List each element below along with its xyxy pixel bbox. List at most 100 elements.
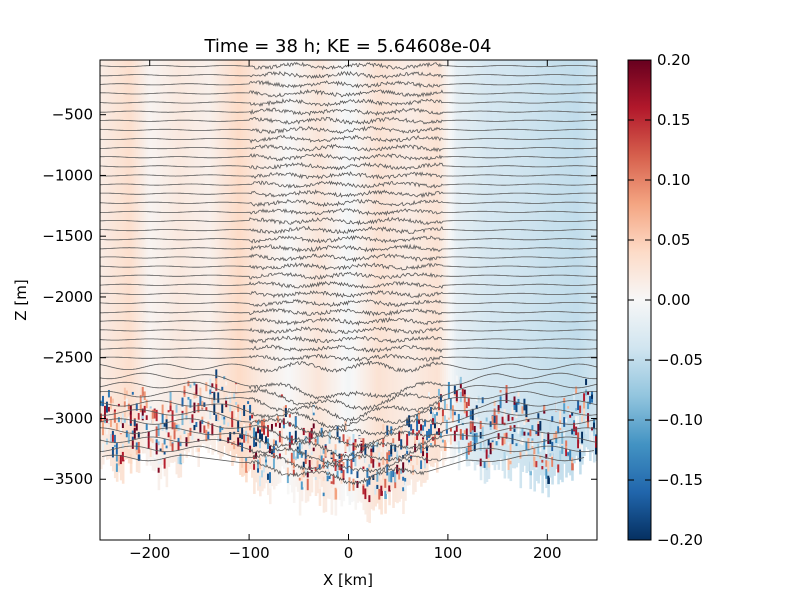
field-cell <box>215 369 218 381</box>
field-column <box>109 60 113 467</box>
field-cell <box>159 455 163 465</box>
field-cell <box>314 438 318 442</box>
field-cell <box>115 463 119 472</box>
field-cell <box>439 401 443 407</box>
field-cell <box>290 452 294 463</box>
field-cell <box>390 470 393 483</box>
field-cell <box>249 404 252 414</box>
field-cell <box>495 423 499 431</box>
field-cell <box>356 480 360 488</box>
field-cell <box>416 420 419 432</box>
field-cell <box>241 408 244 414</box>
field-column <box>105 60 109 460</box>
field-column <box>447 60 451 442</box>
field-cell <box>457 441 461 453</box>
field-cell <box>237 404 240 412</box>
field-cell <box>109 434 113 443</box>
field-cell <box>173 422 177 431</box>
field-column <box>408 60 411 486</box>
field-cell <box>374 440 377 453</box>
field-cell <box>511 407 515 415</box>
field-cell <box>595 442 597 455</box>
field-cell <box>217 435 220 442</box>
field-column <box>157 60 161 491</box>
field-cell <box>563 403 566 414</box>
field-cell <box>324 447 328 457</box>
field-cell <box>501 437 505 446</box>
field-cell <box>457 428 461 433</box>
field-cell <box>453 411 457 416</box>
field-column <box>203 60 206 445</box>
field-cell <box>261 470 264 478</box>
contour-line <box>100 344 597 353</box>
field-cell <box>263 418 266 428</box>
field-column <box>161 60 165 465</box>
contour-line <box>100 80 597 89</box>
field-cell <box>521 406 525 414</box>
field-cell <box>213 400 216 403</box>
field-column <box>392 60 395 508</box>
colorbar-tick-label: 0.15 <box>657 111 690 129</box>
field-cell <box>125 398 129 411</box>
field-cell <box>406 419 409 426</box>
field-column <box>352 60 356 502</box>
field-cell <box>394 473 397 483</box>
field-cell <box>475 432 479 443</box>
field-cell <box>503 409 507 420</box>
field-cell <box>449 434 453 445</box>
field-cell <box>229 390 232 397</box>
field-cell <box>159 416 163 427</box>
field-cell <box>541 459 544 463</box>
field-column <box>432 60 435 467</box>
field-column <box>231 60 234 466</box>
field-column <box>481 60 485 469</box>
contour-line <box>100 253 597 263</box>
y-tick-label: −1000 <box>42 166 93 184</box>
field-cell <box>306 472 310 478</box>
field-column <box>455 60 459 446</box>
field-cell <box>338 436 342 443</box>
field-cell <box>121 451 125 462</box>
field-cell <box>288 414 292 418</box>
field-cell <box>255 451 258 459</box>
field-cell <box>499 390 503 393</box>
field-cell <box>424 419 427 431</box>
field-cell <box>507 423 511 431</box>
field-cell <box>589 396 592 405</box>
field-cell <box>360 438 364 441</box>
field-cell <box>100 413 103 423</box>
field-cell <box>555 434 558 444</box>
field-cell <box>372 459 375 468</box>
field-cell <box>443 398 447 410</box>
field-cell <box>577 439 580 449</box>
field-column <box>197 60 200 467</box>
field-column <box>579 60 582 475</box>
field-cell <box>263 425 266 435</box>
field-column <box>499 60 503 459</box>
field-column <box>306 60 310 502</box>
field-column <box>426 60 429 480</box>
field-cell <box>577 432 580 440</box>
colorbar-tick-label: −0.05 <box>657 351 703 369</box>
field-column <box>304 60 308 503</box>
field-cell <box>161 443 165 453</box>
field-cell <box>543 439 546 450</box>
field-cell <box>121 413 125 424</box>
field-cell <box>292 450 296 459</box>
field-cell <box>545 460 548 467</box>
field-cell <box>340 473 344 484</box>
field-cell <box>416 413 419 424</box>
field-cell <box>591 431 594 442</box>
field-cell <box>519 452 523 459</box>
field-cell <box>155 409 159 422</box>
contour-line <box>100 262 597 271</box>
field-column <box>225 60 228 453</box>
field-column <box>223 60 226 446</box>
field-cell <box>406 441 409 452</box>
field-cell <box>348 480 352 492</box>
field-cell <box>445 413 449 417</box>
field-cell <box>587 391 590 395</box>
field-cell <box>272 441 276 453</box>
field-cell <box>527 432 531 436</box>
field-cell <box>159 422 163 429</box>
